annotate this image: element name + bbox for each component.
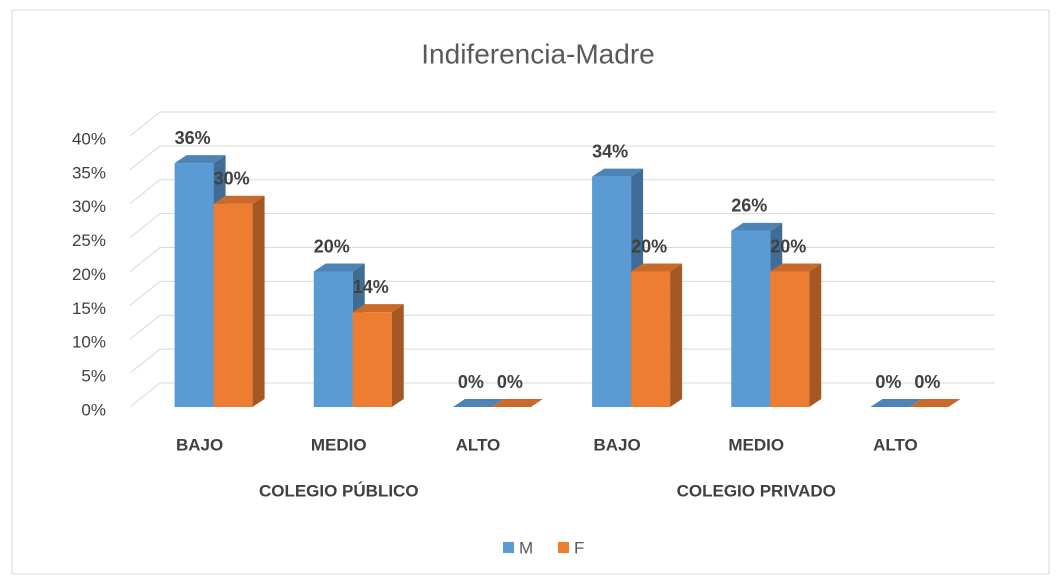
y-tick-label: 30% <box>72 197 106 216</box>
grid-line <box>129 111 995 137</box>
grid-line <box>129 179 995 205</box>
value-label: 20% <box>314 236 350 256</box>
grid-line <box>129 314 995 340</box>
y-tick-label: 15% <box>72 299 106 318</box>
bar-front <box>770 271 810 407</box>
bar-side <box>670 263 683 407</box>
y-tick-label: 35% <box>72 163 106 182</box>
bar-top <box>213 195 265 204</box>
y-tick-label: 25% <box>72 231 106 250</box>
group-label: COLEGIO PRIVADO <box>677 481 836 500</box>
grid-line <box>129 247 995 272</box>
x-tick-label: MEDIO <box>728 435 784 454</box>
bar-top <box>452 399 504 407</box>
bar-side <box>252 195 265 407</box>
chart-title: Indiferencia-Madre <box>421 38 654 69</box>
group-label: COLEGIO PÚBLICO <box>259 481 419 500</box>
grid-line <box>129 145 995 171</box>
y-tick-label: 5% <box>81 367 106 386</box>
bar-top <box>592 168 644 177</box>
bar-side <box>809 263 822 407</box>
value-label: 36% <box>175 128 211 148</box>
bar-top <box>631 263 683 272</box>
value-label: 0% <box>497 372 523 392</box>
value-label: 14% <box>353 277 389 297</box>
value-label: 20% <box>631 236 667 256</box>
grid-line <box>129 280 995 306</box>
bar-top <box>770 263 822 272</box>
grid-line <box>129 213 995 239</box>
bar-front <box>213 203 253 407</box>
grid-line <box>129 382 995 408</box>
value-label: 20% <box>770 236 806 256</box>
bar-front <box>313 271 353 407</box>
grid-line <box>129 348 995 374</box>
bar-front <box>731 230 771 407</box>
x-tick-label: BAJO <box>176 435 223 454</box>
bar-front <box>352 312 392 407</box>
bar-top <box>313 263 365 272</box>
bar-top <box>174 155 226 164</box>
legend-swatch <box>558 542 569 553</box>
value-label: 0% <box>458 372 484 392</box>
x-tick-label: ALTO <box>456 435 501 454</box>
legend-swatch <box>503 542 514 553</box>
value-label: 0% <box>875 372 901 392</box>
chart-border <box>11 9 1050 575</box>
value-label: 26% <box>731 196 767 216</box>
value-label: 34% <box>592 141 628 161</box>
legend-label: M <box>519 538 533 557</box>
y-tick-label: 10% <box>72 333 106 352</box>
x-tick-label: MEDIO <box>311 435 367 454</box>
bar-front <box>631 271 671 407</box>
bar-top <box>491 399 543 407</box>
x-tick-label: ALTO <box>873 435 918 454</box>
y-tick-label: 20% <box>72 265 106 284</box>
bar-top <box>870 399 922 407</box>
bar-top <box>731 222 783 231</box>
value-label: 0% <box>914 372 940 392</box>
bar-side <box>391 304 404 407</box>
bar-front <box>174 163 214 407</box>
bar-top <box>909 399 961 407</box>
x-tick-label: BAJO <box>593 435 640 454</box>
bar-top <box>352 304 404 313</box>
bar-front <box>592 176 632 407</box>
y-tick-label: 40% <box>72 129 106 148</box>
y-tick-label: 0% <box>81 400 106 419</box>
legend-label: F <box>574 538 584 557</box>
value-label: 30% <box>214 169 250 189</box>
